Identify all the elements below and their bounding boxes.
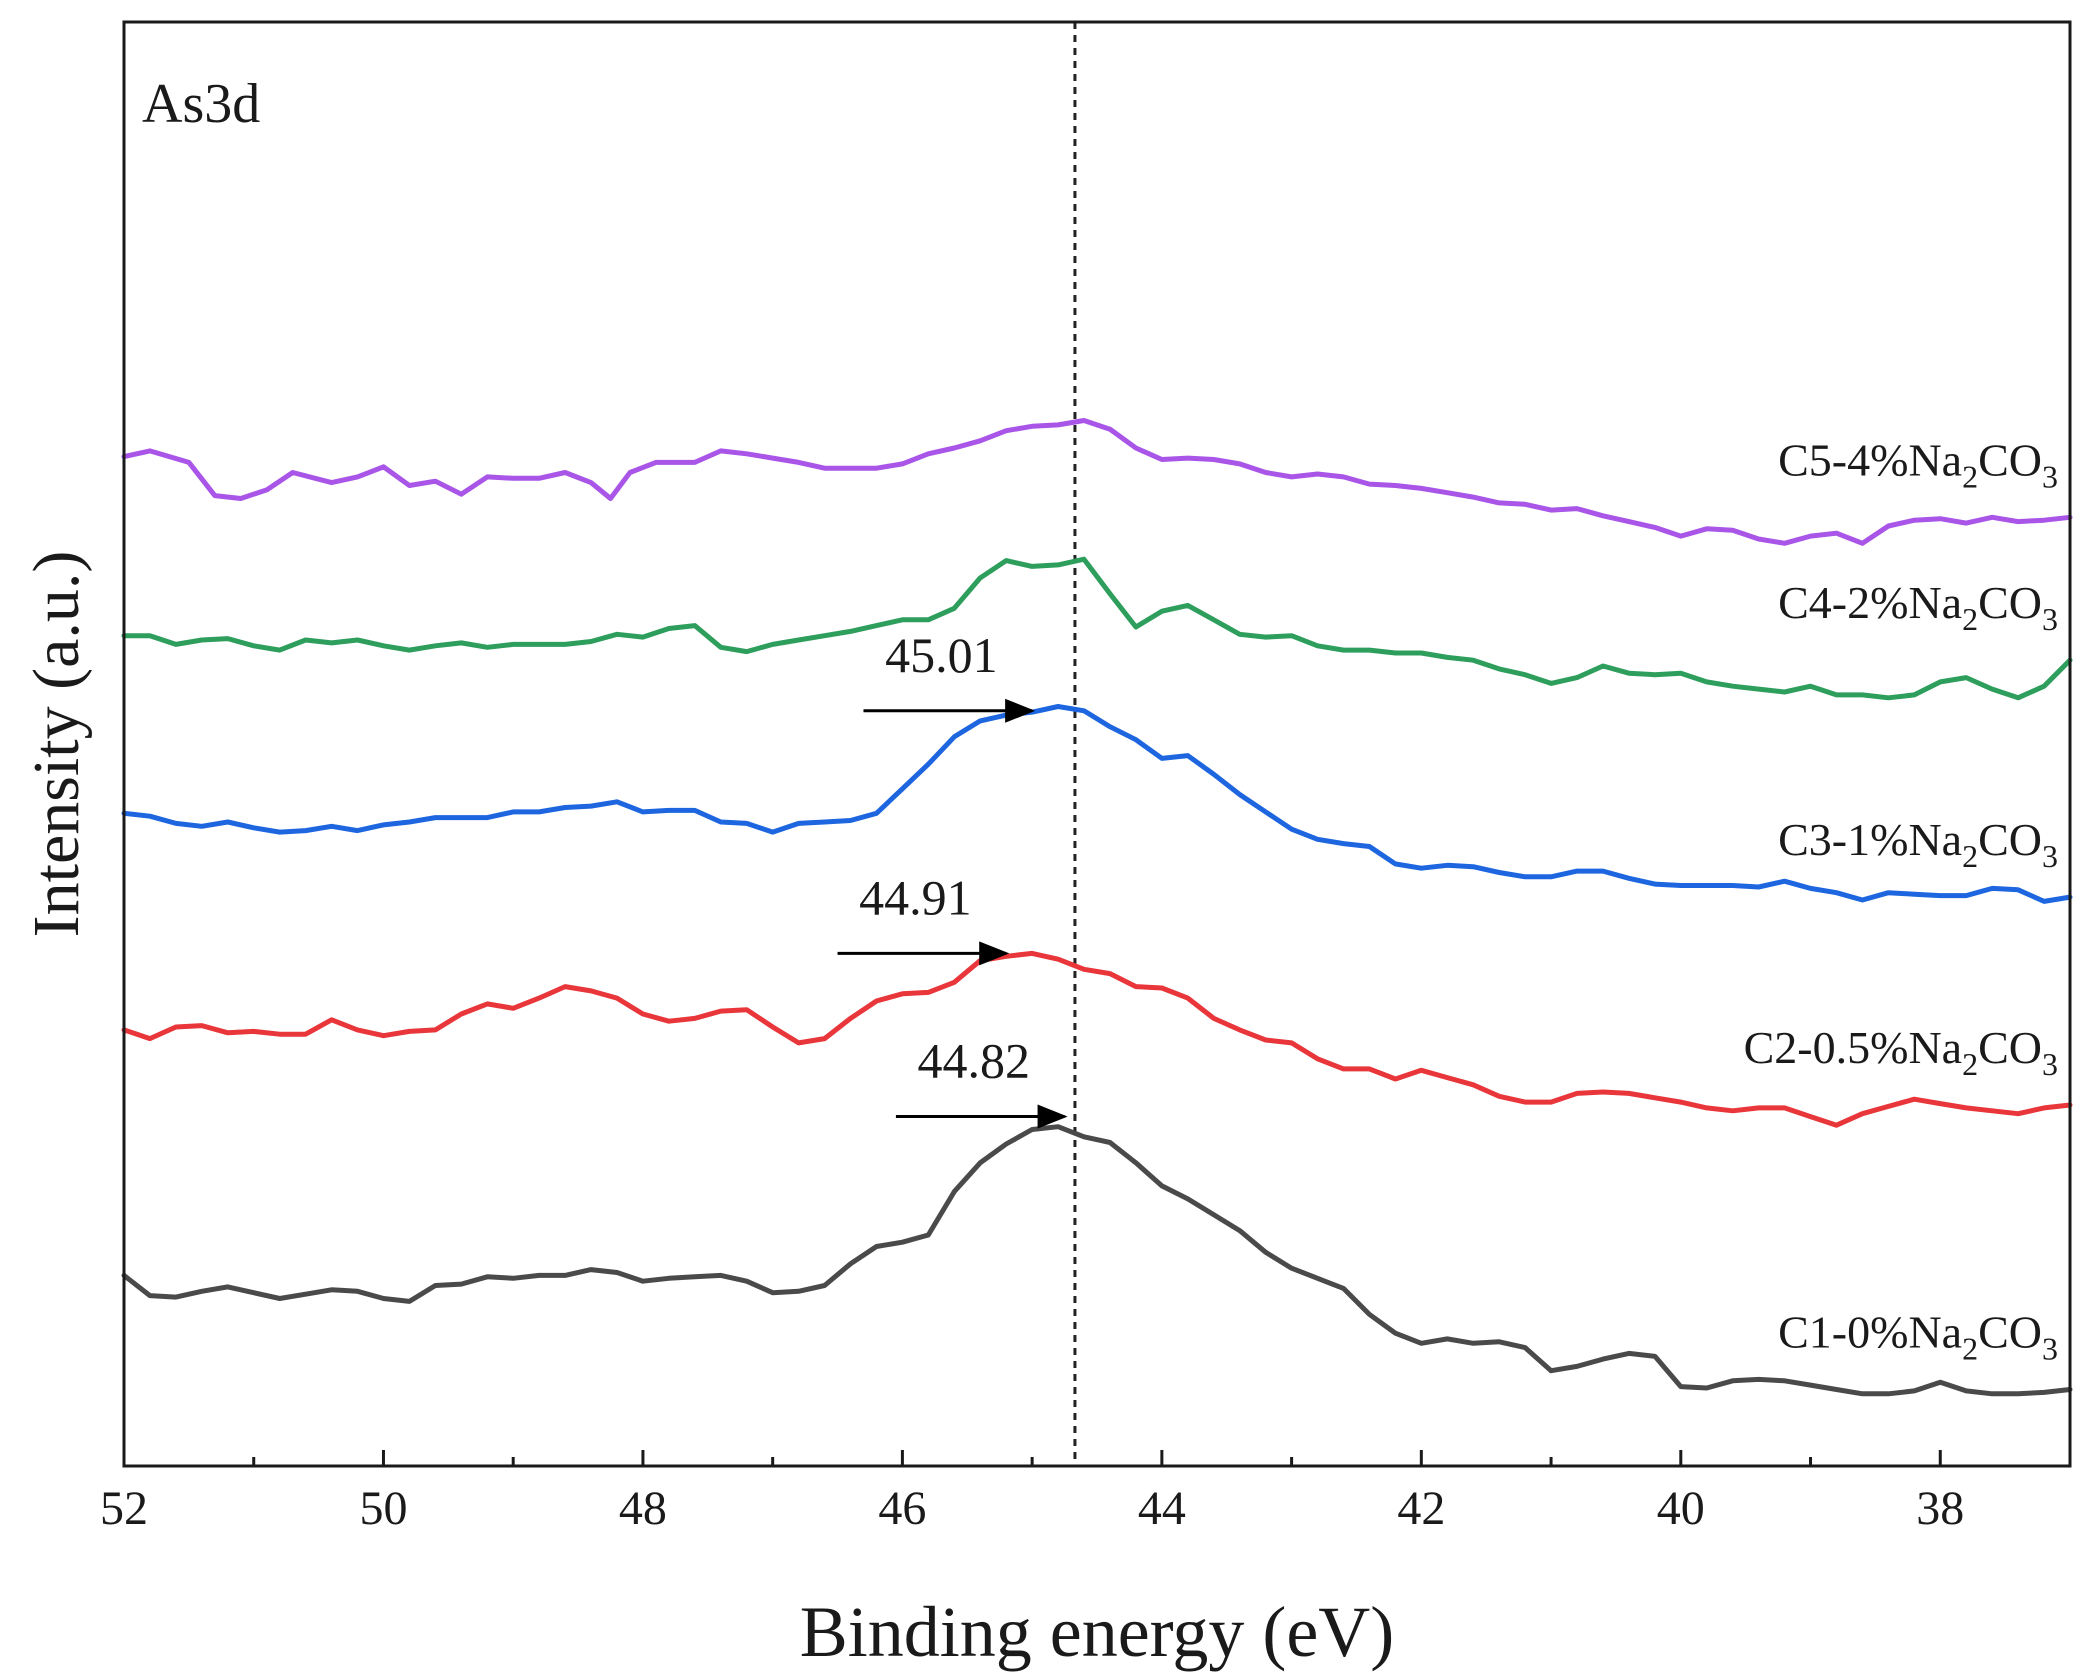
series-label-5: C1-0%Na2CO3 [1778,1306,2058,1366]
series-line-4 [121,950,2073,1128]
y-axis-title: Intensity (a.u.) [20,551,93,938]
x-tick-label: 48 [619,1482,667,1535]
series-line-2 [121,556,2073,701]
peak-value-label-3: 44.82 [918,1033,1031,1089]
panel-label: As3d [142,73,260,135]
series-label-4: C2-0.5%Na2CO3 [1744,1022,2058,1082]
x-tick-label: 50 [359,1482,407,1535]
x-tick-label: 40 [1657,1482,1705,1535]
peak-value-label-2: 44.91 [859,869,972,925]
x-tick-label: 52 [100,1482,148,1535]
peak-value-label-1: 45.01 [885,627,998,683]
series-label-3: C3-1%Na2CO3 [1778,814,2058,874]
x-axis-title: Binding energy (eV) [800,1592,1395,1672]
series-line-1 [121,418,2073,546]
x-tick-label: 46 [878,1482,926,1535]
series-line-5 [121,1124,2073,1397]
series-line-3 [121,704,2073,904]
plot-area [124,22,2070,1466]
x-tick-label: 38 [1916,1482,1964,1535]
series-label-1: C5-4%Na2CO3 [1778,434,2058,494]
x-tick-label: 44 [1138,1482,1186,1535]
plot-frame [122,20,2072,1468]
x-tick-label: 42 [1397,1482,1445,1535]
series-label-2: C4-2%Na2CO3 [1778,577,2058,637]
